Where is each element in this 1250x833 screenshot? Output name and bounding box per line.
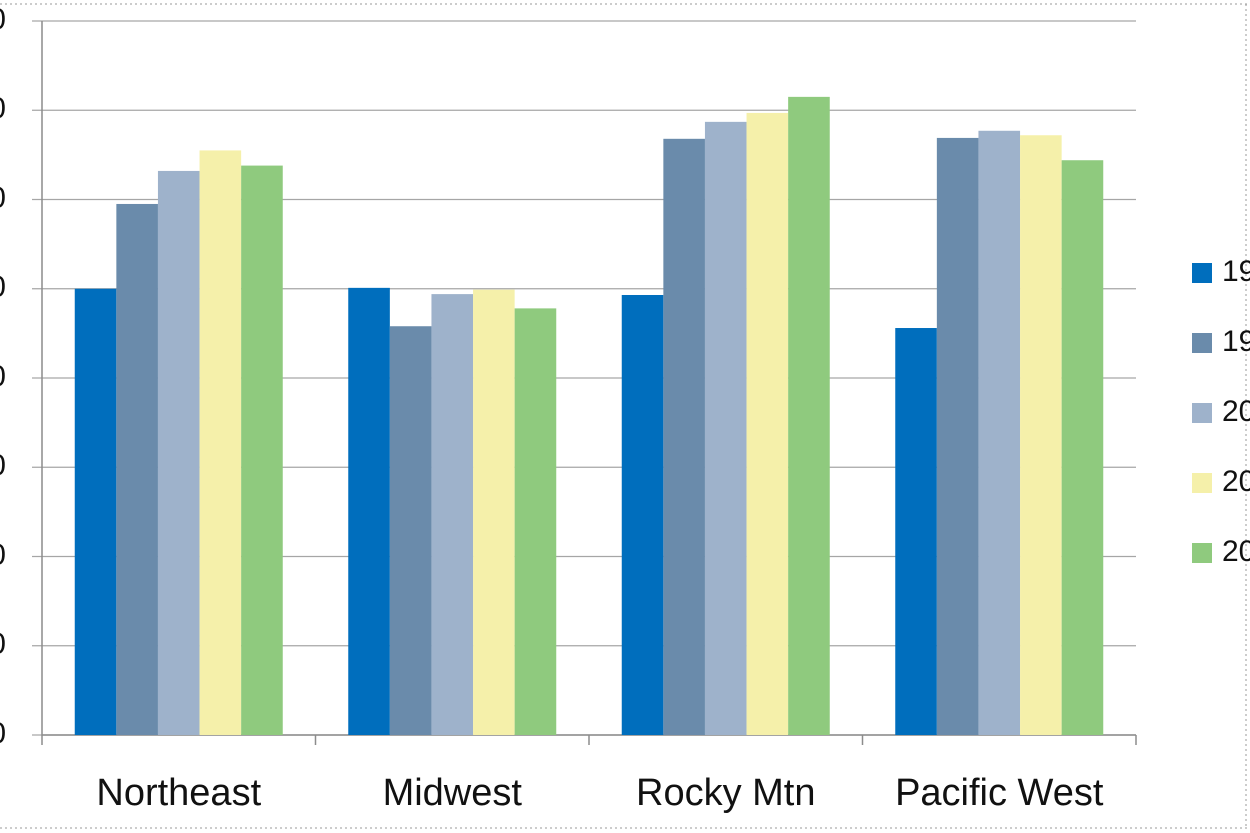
bar: [389, 326, 432, 735]
x-tick-label: Midwest: [383, 772, 523, 814]
x-tick-label: Northeast: [96, 772, 261, 814]
x-tick-label: Pacific West: [895, 772, 1104, 814]
legend-label: 20: [1222, 395, 1250, 428]
y-tick-label: 20: [0, 538, 6, 571]
x-tick-label: Rocky Mtn: [636, 772, 815, 814]
bar: [1020, 135, 1062, 736]
legend-swatch: [1192, 263, 1212, 283]
bar: [74, 288, 117, 735]
bar: [116, 203, 158, 735]
bar: [704, 121, 747, 736]
bar: [978, 130, 1021, 736]
bar: [241, 165, 283, 735]
bar: [514, 308, 557, 735]
bar: [348, 287, 390, 735]
y-tick-label: 50: [0, 271, 6, 304]
legend-swatch: [1192, 333, 1212, 353]
bar: [157, 170, 200, 735]
bar: [1061, 160, 1104, 736]
legend-label: 20: [1222, 465, 1250, 498]
y-tick-label: 40: [0, 360, 6, 393]
y-tick-label: 10: [0, 628, 6, 661]
y-tick-label: 80: [0, 3, 6, 36]
legend-label: 19: [1222, 325, 1250, 358]
legend-swatch: [1192, 543, 1212, 563]
bar: [663, 138, 705, 735]
bar: [746, 112, 789, 736]
bar: [199, 150, 242, 736]
bar: [936, 137, 979, 736]
bar: [621, 294, 664, 735]
bar: [895, 328, 937, 735]
legend-label: 20: [1222, 535, 1250, 568]
y-tick-label: 0: [0, 717, 6, 750]
bar: [473, 289, 515, 735]
bar: [788, 96, 830, 736]
legend-swatch: [1192, 473, 1212, 493]
legend-swatch: [1192, 403, 1212, 423]
y-tick-label: 30: [0, 449, 6, 482]
bar: [431, 294, 474, 735]
y-tick-label: 70: [0, 92, 6, 125]
legend-label: 19: [1222, 255, 1250, 288]
y-tick-label: 60: [0, 181, 6, 214]
